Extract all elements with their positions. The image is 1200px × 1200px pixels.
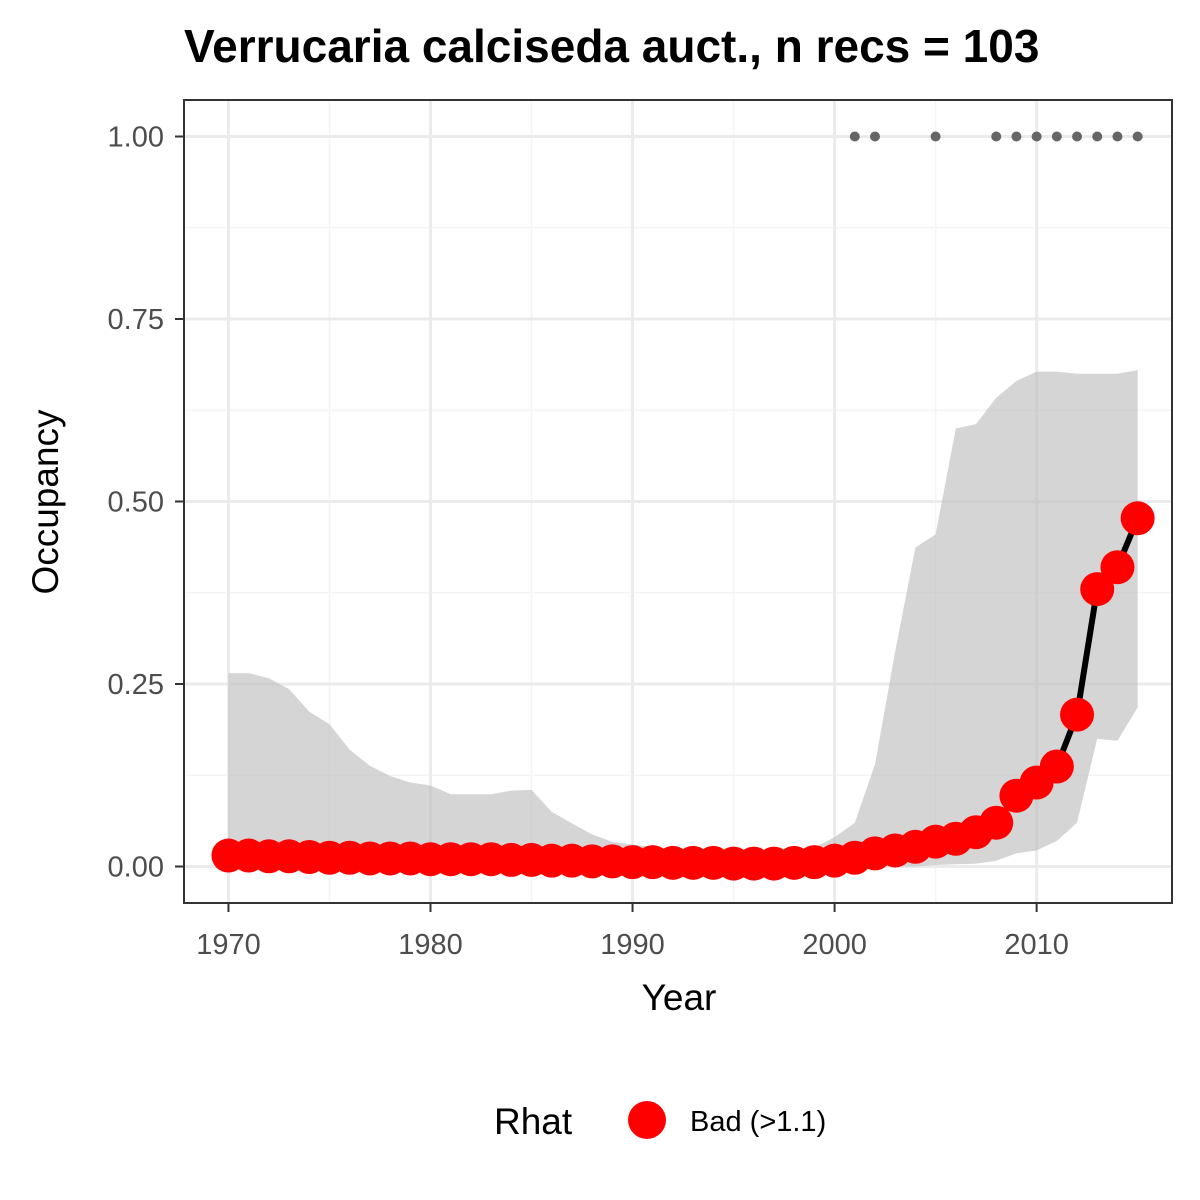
x-tick-label: 2010: [1004, 929, 1069, 961]
legend-key-bad: [628, 1101, 666, 1139]
record-marker: [1092, 131, 1103, 142]
record-marker: [1132, 131, 1143, 142]
axes: 1970 1980 1990 2000 2010 0.00 0.25 0.50 0.75 1.00: [108, 122, 1069, 962]
credible-interval-ribbon: [228, 370, 1138, 867]
y-tick-label: 0.50: [108, 487, 164, 519]
record-marker: [1011, 131, 1022, 142]
x-tick-label: 2000: [802, 929, 867, 961]
x-axis-title: Year: [642, 977, 717, 1018]
record-marker: [869, 131, 880, 142]
data-point: [1039, 749, 1074, 784]
record-marker: [930, 131, 941, 142]
y-tick-label: 0.00: [108, 852, 164, 884]
data-point: [1100, 550, 1135, 585]
data-points: [211, 501, 1155, 881]
ribbon-area: [228, 370, 1138, 867]
x-tick-label: 1970: [196, 929, 261, 961]
record-marker: [1072, 131, 1083, 142]
legend-label-bad: Bad (>1.1): [690, 1106, 826, 1138]
x-tick-label: 1980: [398, 929, 463, 961]
record-marker: [991, 131, 1002, 142]
y-tick-label: 0.75: [108, 304, 164, 336]
y-axis-title: Occupancy: [25, 409, 66, 595]
record-marker: [849, 131, 860, 142]
record-marker: [1112, 131, 1123, 142]
data-point: [979, 805, 1014, 840]
chart-title: Verrucaria calciseda auct., n recs = 103: [184, 20, 1039, 72]
y-tick-label: 0.25: [108, 669, 164, 701]
data-point: [1060, 697, 1095, 732]
data-point: [1120, 501, 1155, 536]
record-marker: [1051, 131, 1062, 142]
record-markers: [849, 131, 1143, 142]
data-point: [1080, 572, 1115, 607]
legend-title: Rhat: [494, 1101, 573, 1142]
legend: Rhat Bad (>1.1): [494, 1101, 826, 1142]
x-tick-label: 1990: [600, 929, 665, 961]
record-marker: [1031, 131, 1042, 142]
y-tick-label: 1.00: [108, 122, 164, 154]
